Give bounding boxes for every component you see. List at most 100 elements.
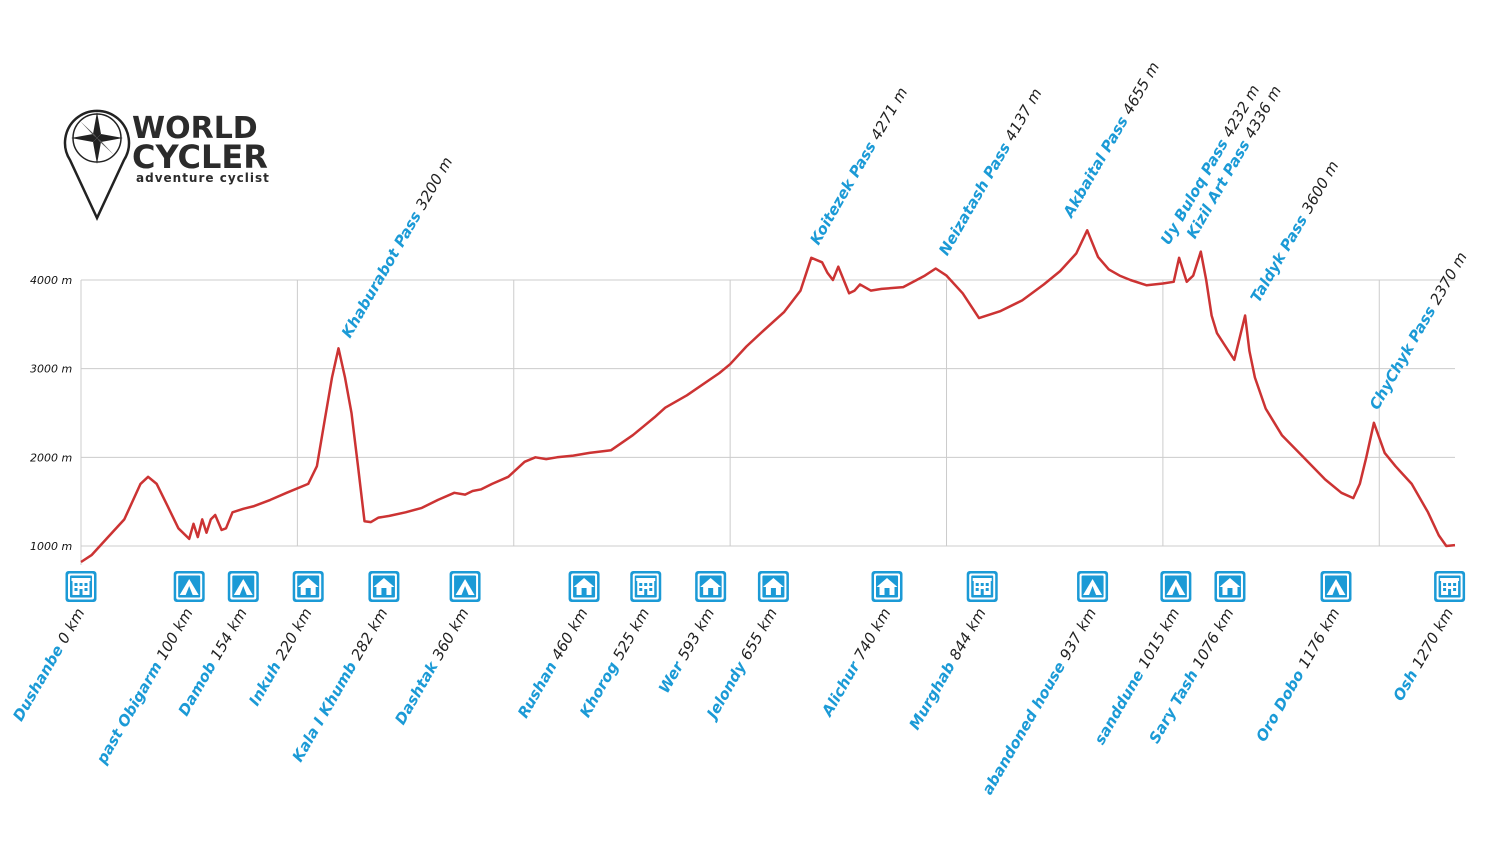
- stop-label-value: 1270 km: [1408, 605, 1457, 671]
- house-icon: [568, 571, 600, 602]
- hotel-icon: [1434, 571, 1466, 602]
- stop-label: Khorog 525 km: [576, 605, 653, 721]
- stop-label-value: 593 km: [674, 605, 718, 663]
- pass-label: Neizatash Pass 4137 m: [935, 85, 1045, 258]
- stop-label: Jelondy 655 km: [702, 605, 781, 724]
- stop-alichur: Alichur 740 km: [818, 571, 903, 720]
- logo-line1: WORLD: [132, 111, 258, 146]
- stop-label: Alichur 740 km: [818, 605, 895, 720]
- pass-label: Akbaital Pass 4655 m: [1059, 59, 1163, 221]
- stop-label: Murghab 844 km: [905, 605, 989, 733]
- house-icon: [871, 571, 903, 602]
- stop-label-value: 282 km: [347, 605, 391, 663]
- house-icon: [1214, 571, 1246, 602]
- pass-label: Khaburabot Pass 3200 m: [338, 154, 456, 341]
- stop-label: Dashtak 360 km: [391, 605, 472, 728]
- y-tick-label: 3000 m: [30, 363, 72, 376]
- pass-label-value: 3200 m: [412, 154, 456, 213]
- y-tick-label: 1000 m: [30, 540, 72, 553]
- stop-label-value: 360 km: [429, 605, 473, 663]
- stop-wer: Wer 593 km: [655, 571, 727, 696]
- stop-label-value: 220 km: [272, 605, 316, 663]
- elevation-profile-line: [80, 229, 1456, 564]
- pass-label-value: 4655 m: [1119, 59, 1163, 118]
- stop-label-name: Oro Dobo: [1252, 662, 1310, 744]
- hotel-icon: [65, 571, 97, 602]
- stop-label-value: 0 km: [54, 605, 88, 647]
- pass-label-name: Koitezek Pass: [806, 134, 882, 248]
- stop-label-name: abandoned house: [978, 654, 1071, 798]
- stop-label: Wer 593 km: [655, 605, 718, 696]
- stop-osh: Osh 1270 km: [1390, 571, 1466, 704]
- worldcycler-logo: WORLD CYCLER adventure cyclist: [63, 109, 270, 221]
- stop-label-value: 100 km: [153, 605, 197, 663]
- stop-label-value: 1015 km: [1135, 605, 1184, 671]
- tent-icon: [449, 571, 481, 602]
- stop-abandoned-house: abandoned house 937 km: [978, 571, 1109, 798]
- stop-label-name: Kala I Khumb: [289, 654, 363, 765]
- tent-icon: [1077, 571, 1109, 602]
- house-icon: [368, 571, 400, 602]
- stop-label-value: 154 km: [207, 605, 251, 663]
- stop-label-value: 525 km: [609, 605, 653, 663]
- pass-label: Taldyk Pass 3600 m: [1247, 158, 1343, 306]
- stop-label-name: Inkuh: [245, 654, 287, 709]
- stop-label-value: 460 km: [548, 605, 592, 663]
- stop-label-value: 1176 km: [1295, 605, 1344, 671]
- tent-icon: [1160, 571, 1192, 602]
- stop-label-value: 740 km: [851, 605, 895, 663]
- stop-label-name: Rushan: [514, 654, 563, 721]
- stop-label-value: 655 km: [737, 605, 781, 663]
- y-axis-ticks: 1000 m 2000 m 3000 m 4000 m: [30, 274, 72, 553]
- stop-label-name: sanddune: [1091, 662, 1151, 747]
- stop-label-name: past Obigarm: [92, 654, 168, 768]
- hotel-icon: [966, 571, 998, 602]
- pass-label-name: ChyChyk Pass: [1366, 299, 1442, 413]
- stop-label: Oro Dobo 1176 km: [1252, 605, 1343, 745]
- pass-label: Uy Buloq Pass 4232 m: [1157, 82, 1263, 248]
- pass-label-name: Taldyk Pass: [1247, 208, 1314, 306]
- stop-label-name: Khorog: [576, 654, 625, 720]
- y-tick-label: 2000 m: [30, 451, 72, 464]
- pass-labels: Khaburabot Pass 3200 m Koitezek Pass 4271…: [338, 59, 1471, 413]
- pass-label-value: 4271 m: [867, 84, 911, 143]
- stop-label-name: Murghab: [905, 654, 961, 733]
- pass-label: ChyChyk Pass 2370 m: [1366, 249, 1471, 413]
- stop-label-value: 844 km: [946, 605, 990, 663]
- stop-label-value: 937 km: [1056, 605, 1100, 663]
- stop-label: abandoned house 937 km: [978, 605, 1100, 798]
- stop-dashtak: Dashtak 360 km: [391, 571, 481, 728]
- stop-past-obigarm: past Obigarm 100 km: [92, 571, 205, 768]
- hotel-icon: [630, 571, 662, 602]
- y-tick-label: 4000 m: [30, 274, 72, 287]
- stop-label-name: Dushanbe: [9, 638, 69, 725]
- pass-label-name: Neizatash Pass: [935, 135, 1017, 258]
- stop-label-name: Jelondy: [702, 654, 753, 724]
- house-icon: [292, 571, 324, 602]
- stop-label: Inkuh 220 km: [245, 605, 315, 709]
- stop-label-value: 1076 km: [1189, 605, 1238, 671]
- stop-dushanbe: Dushanbe 0 km: [9, 571, 97, 724]
- pass-label-value: 4137 m: [1001, 85, 1045, 144]
- stop-label-name: Damob: [175, 654, 223, 719]
- stop-label: Dushanbe 0 km: [9, 605, 88, 724]
- compass-map-pin-icon: [63, 109, 131, 221]
- pass-label-name: Khaburabot Pass: [338, 204, 428, 341]
- pass-label-value: 3600 m: [1298, 158, 1342, 217]
- pass-label-value: 2370 m: [1426, 249, 1470, 308]
- stop-label-name: Sary Tash: [1145, 662, 1204, 746]
- stop-oro-dobo: Oro Dobo 1176 km: [1252, 571, 1352, 745]
- tent-icon: [173, 571, 205, 602]
- stop-label-name: Dashtak: [391, 654, 444, 728]
- tent-icon: [1320, 571, 1352, 602]
- house-icon: [757, 571, 789, 602]
- logo-tagline: adventure cyclist: [136, 171, 270, 185]
- chart-grid: [80, 279, 1455, 565]
- house-icon: [695, 571, 727, 602]
- pass-label-name: Akbaital Pass: [1059, 109, 1134, 221]
- logo-line2: CYCLER: [132, 138, 268, 176]
- stop-sary-tash: Sary Tash 1076 km: [1145, 571, 1246, 746]
- stop-label-name: Alichur: [818, 654, 866, 720]
